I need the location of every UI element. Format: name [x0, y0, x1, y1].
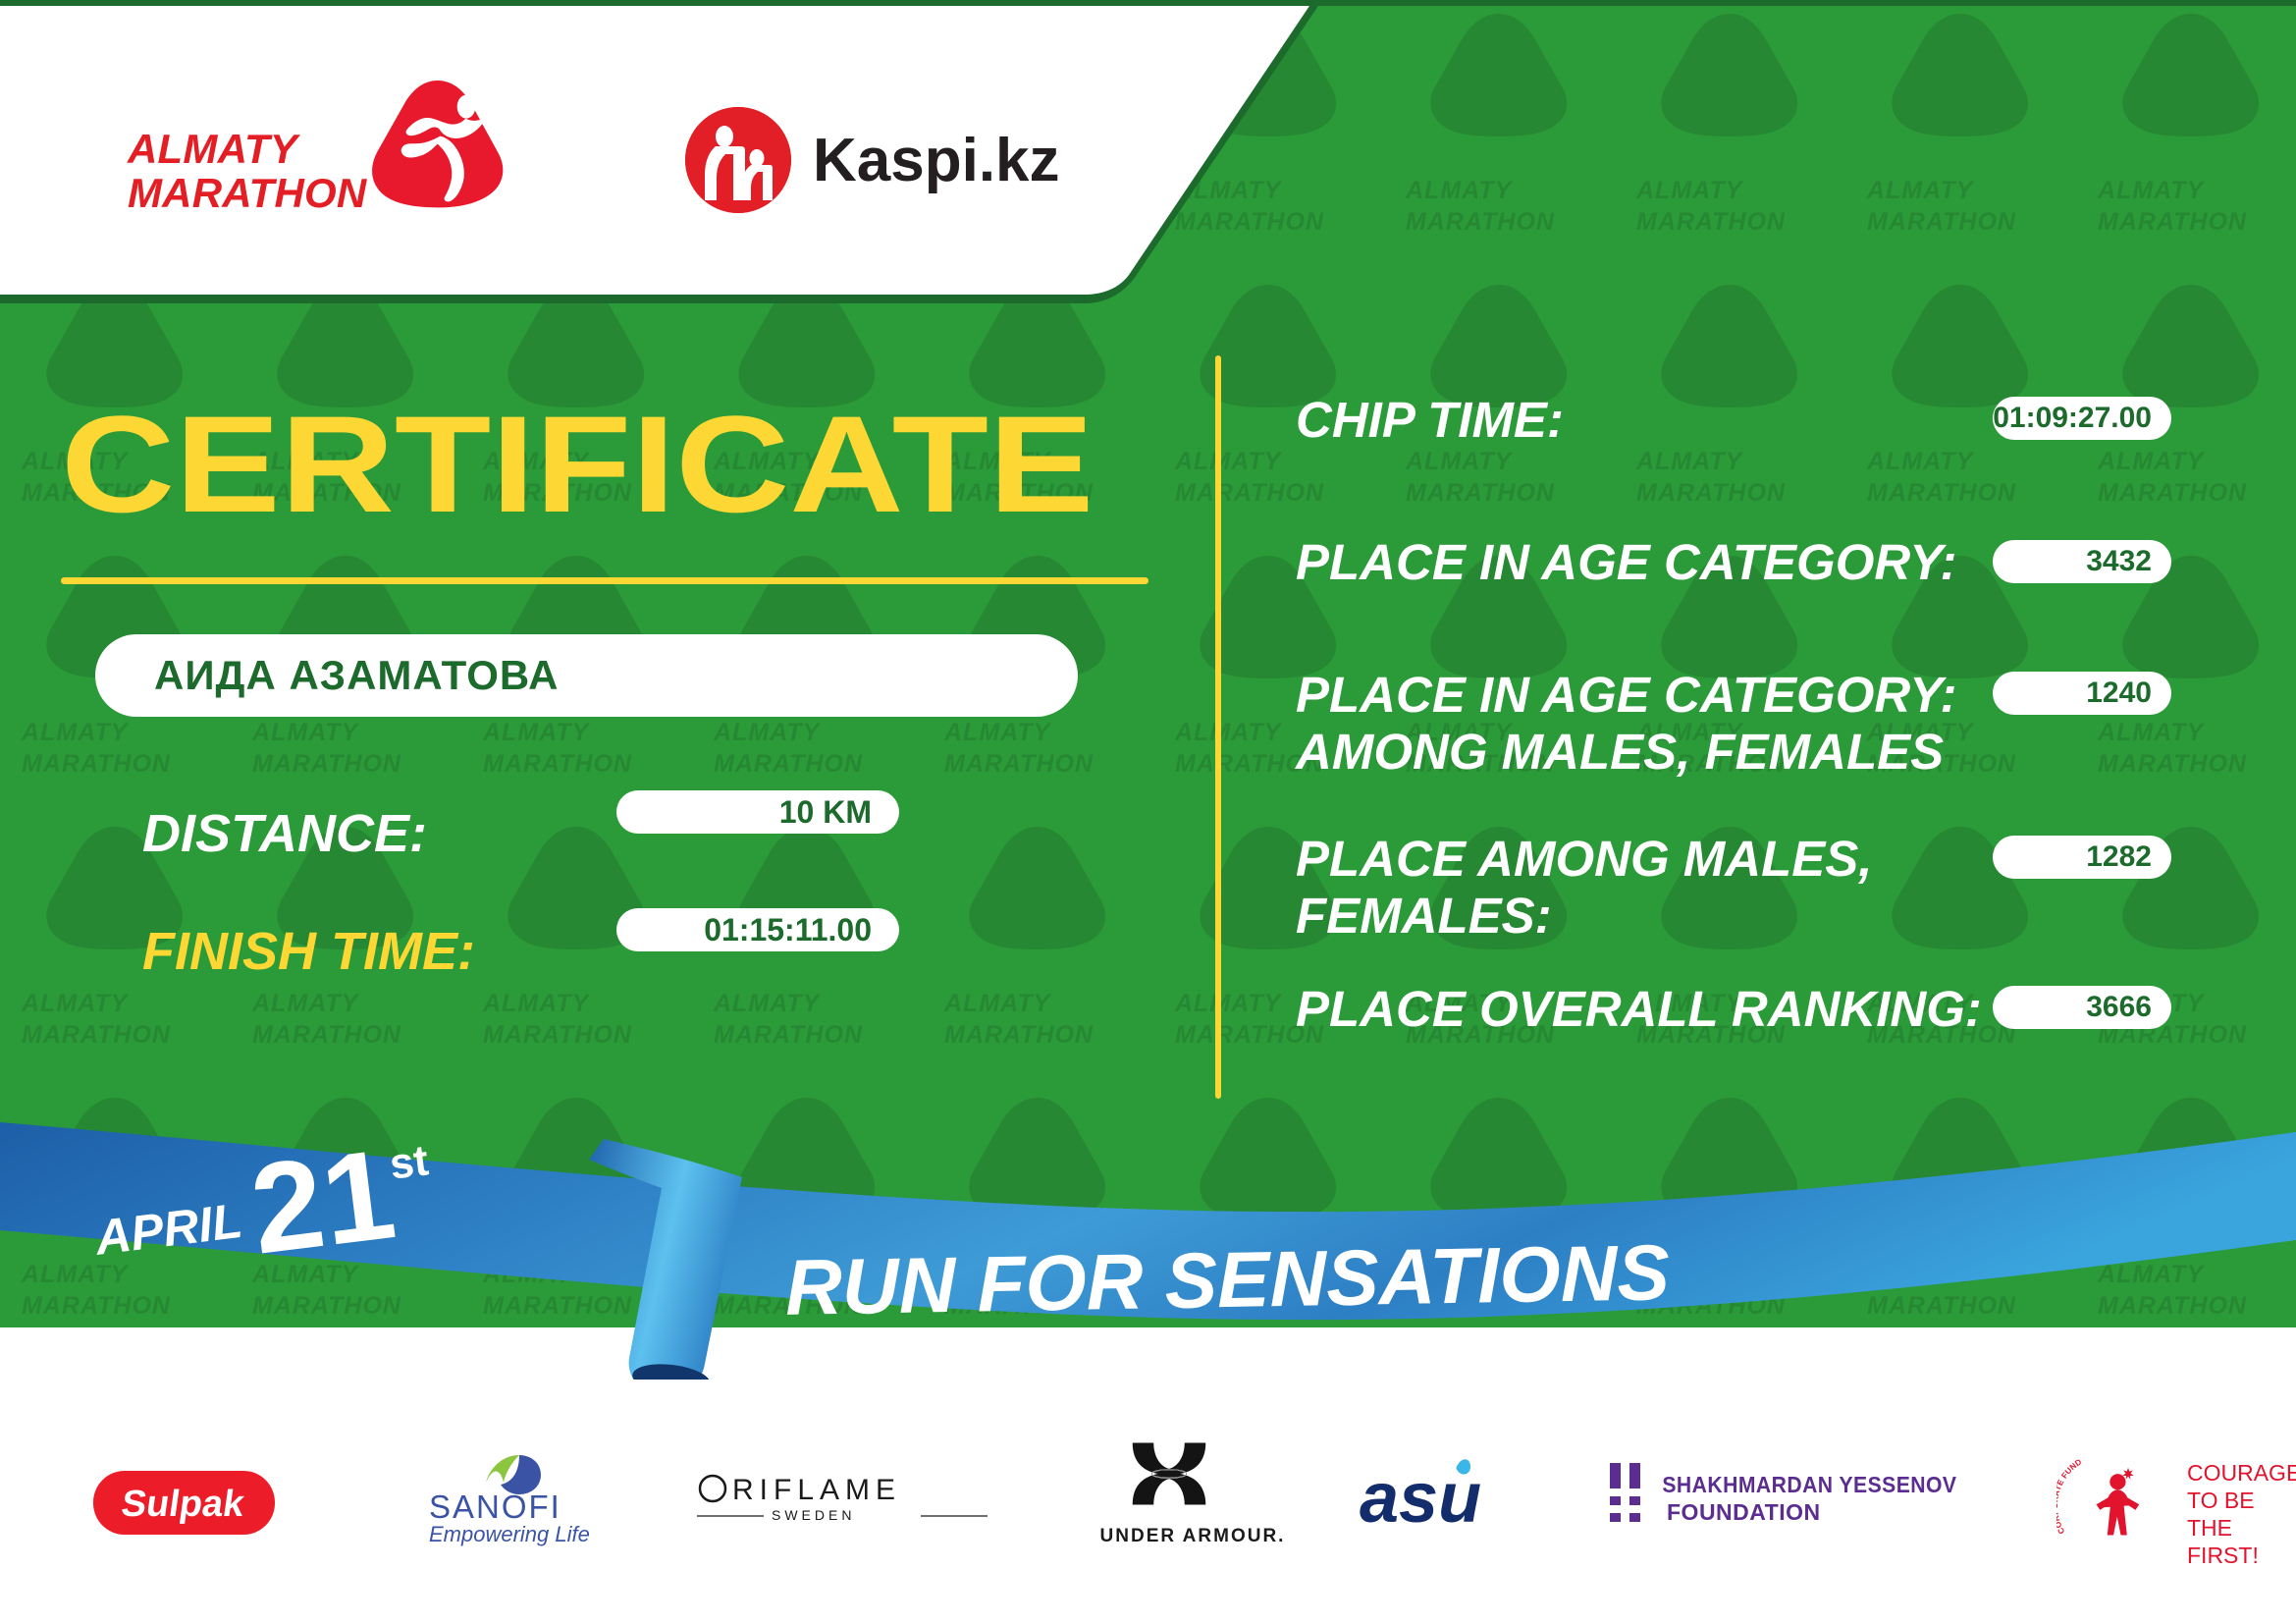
svg-text:RIFLAME: RIFLAME	[732, 1474, 901, 1506]
svg-text:SWEDEN: SWEDEN	[772, 1507, 855, 1523]
svg-text:SHAKHMARDAN YESSENOV: SHAKHMARDAN YESSENOV	[1662, 1472, 1956, 1497]
svg-text:Empowering Life: Empowering Life	[429, 1522, 590, 1546]
svg-text:CORPORATE FUND: CORPORATE FUND	[2056, 1457, 2083, 1536]
svg-text:SANOFI: SANOFI	[429, 1489, 561, 1525]
svg-text:FOUNDATION: FOUNDATION	[1667, 1499, 1821, 1525]
svg-text:Sulpak: Sulpak	[119, 1483, 247, 1525]
svg-text:UNDER ARMOUR.: UNDER ARMOUR.	[1100, 1526, 1286, 1546]
